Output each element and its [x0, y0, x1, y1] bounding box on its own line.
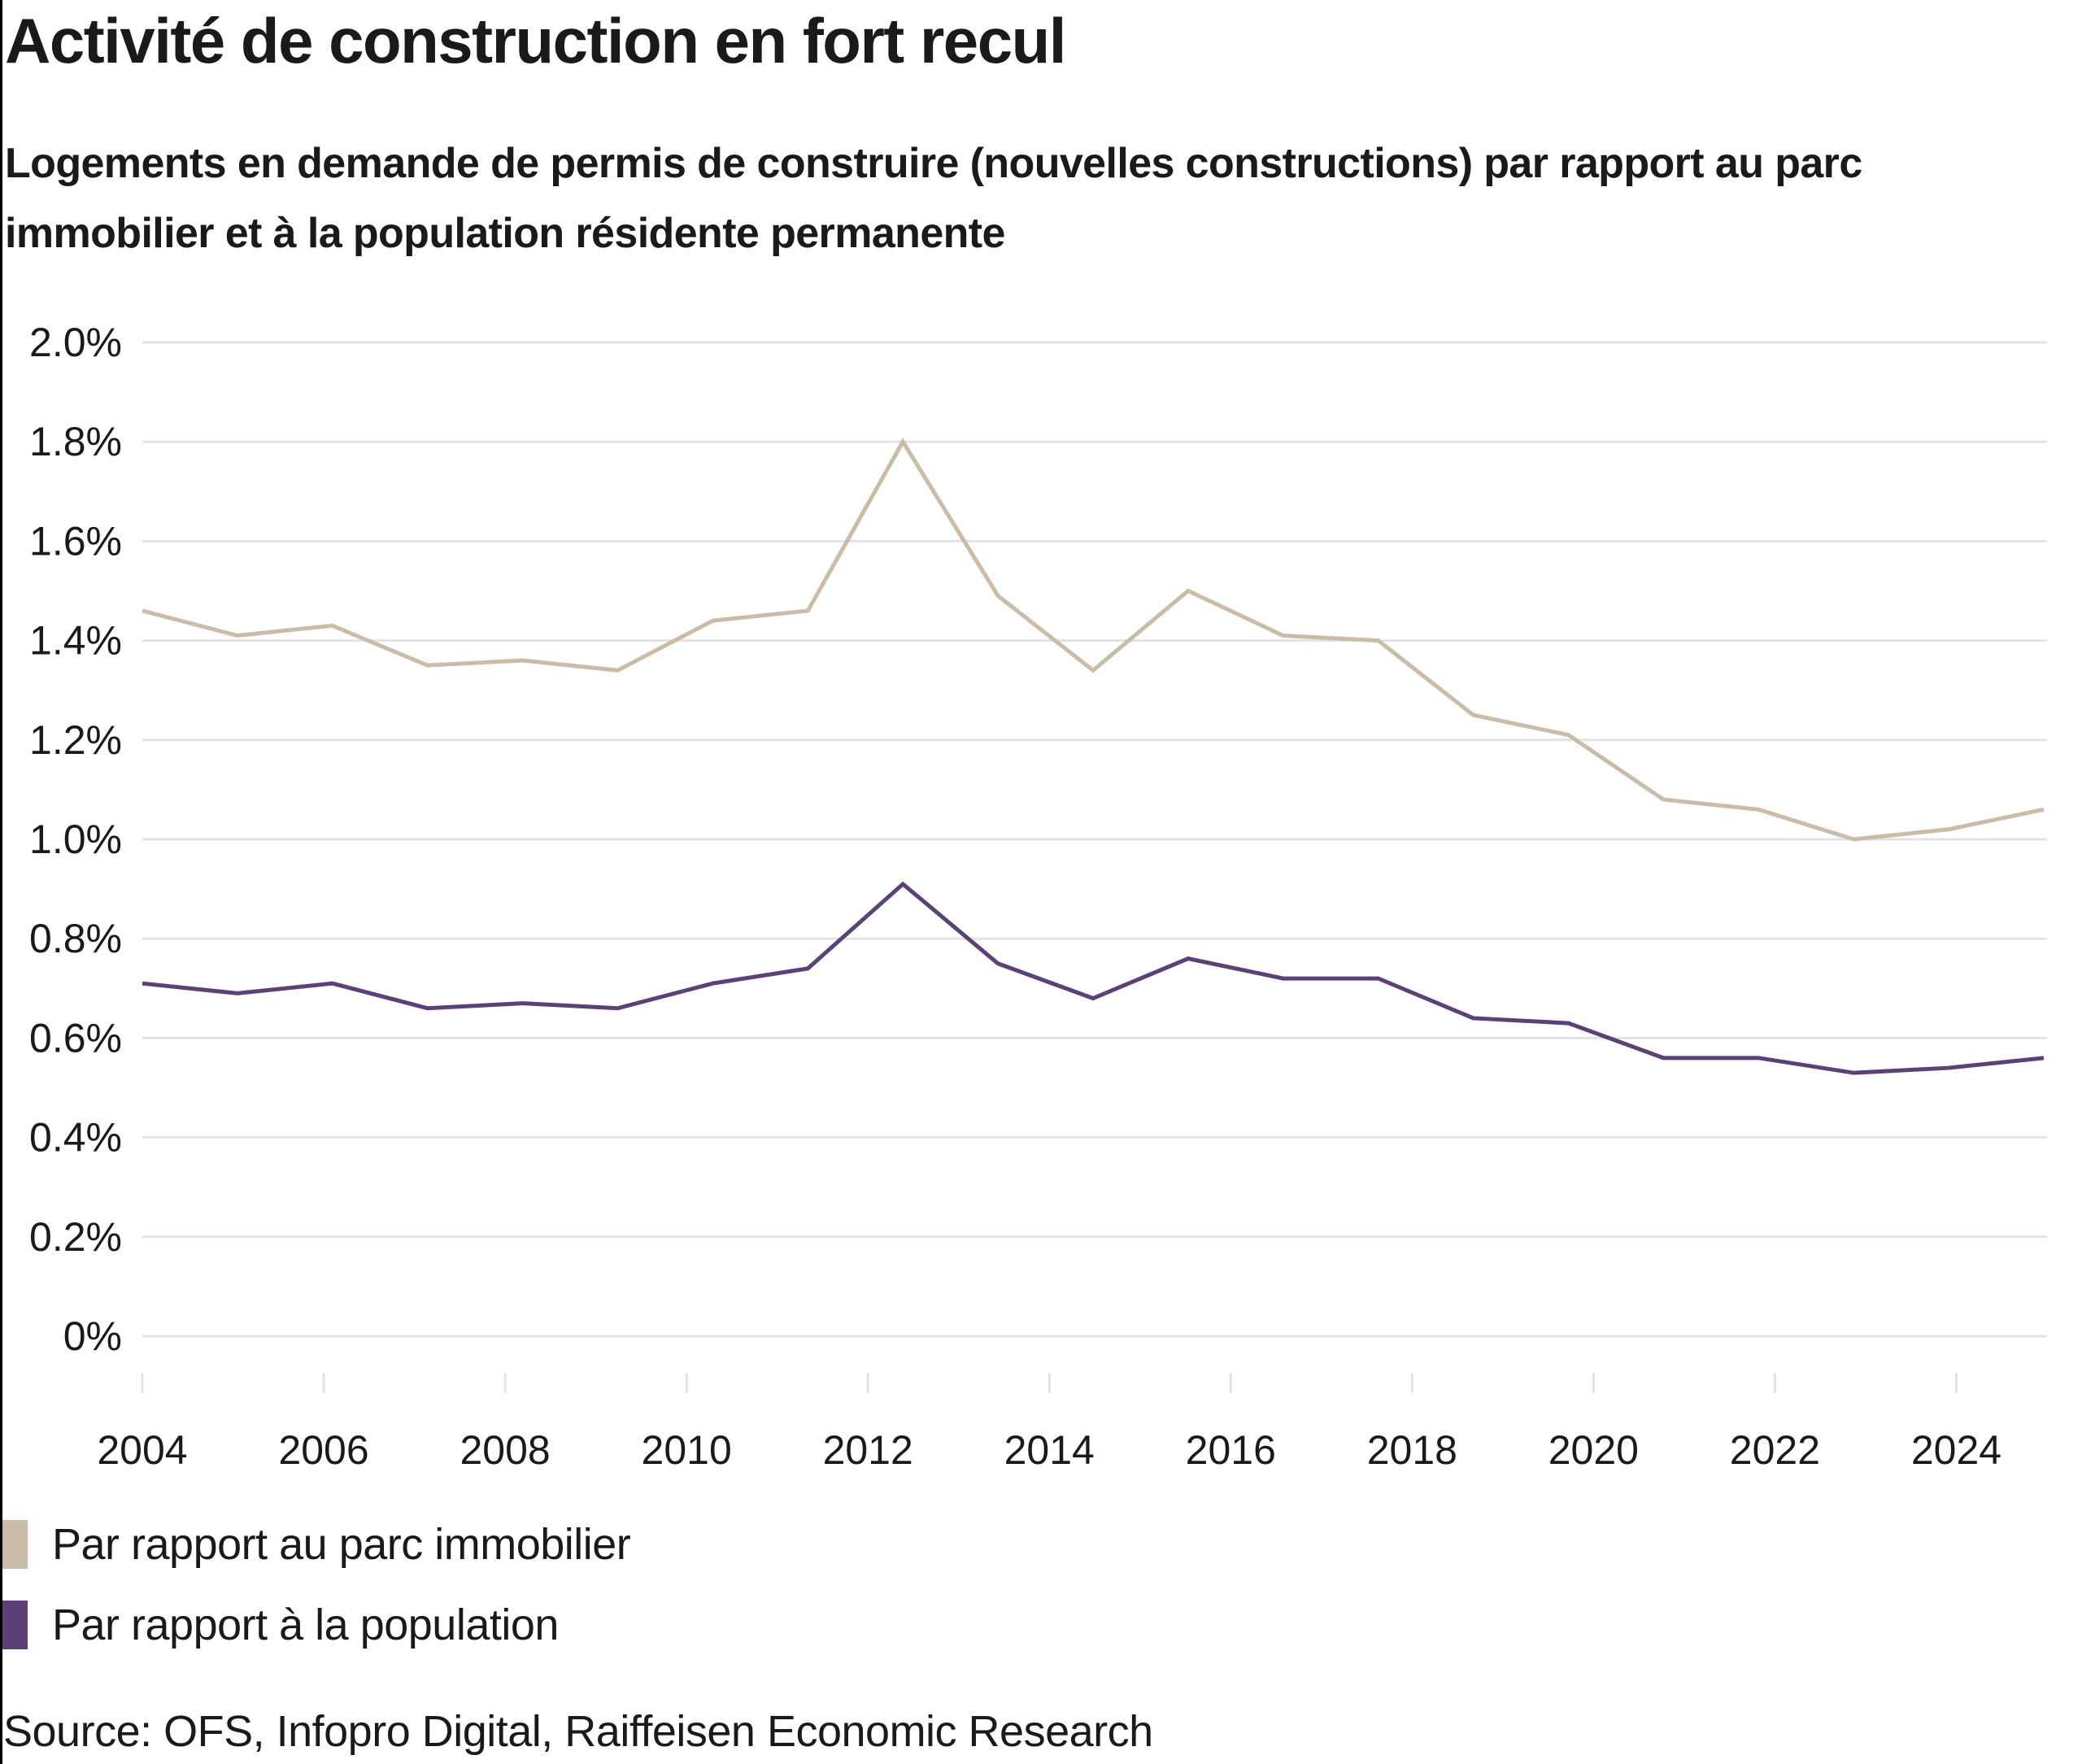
x-axis: 2004 2006 2008 2010 2012 2014 2016 2018 2020 2022… [97, 1373, 2001, 1473]
y-tick-label: 0% [63, 1313, 122, 1359]
legend-item-population: Par rapport à la population [0, 1600, 559, 1650]
x-tick-label: 2024 [1911, 1427, 2001, 1473]
y-tick-label: 2.0% [29, 320, 122, 365]
x-tick-label: 2020 [1548, 1427, 1639, 1473]
legend-label-parc-immobilier: Par rapport au parc immobilier [52, 1520, 631, 1569]
y-tick-label: 0.2% [29, 1214, 122, 1260]
x-tick-label: 2014 [1004, 1427, 1095, 1473]
legend-item-parc-immobilier: Par rapport au parc immobilier [0, 1519, 631, 1570]
chart-title: Activité de construction en fort recul [5, 5, 1066, 76]
x-tick-label: 2010 [642, 1427, 732, 1473]
y-tick-label: 0.6% [29, 1015, 122, 1061]
series-line-1 [142, 881, 2045, 1075]
x-tick-label: 2018 [1367, 1427, 1457, 1473]
y-tick-label: 1.0% [29, 817, 122, 862]
line-chart: 0% 0.2% 0.4% 0.6% 0.8% 1.0% 1.2% 1.4% 1.6% 1.8% 2.… [29, 320, 2047, 1473]
y-tick-label: 0.4% [29, 1115, 122, 1161]
y-tick-label: 0.8% [29, 916, 122, 961]
source-note: Source: OFS, Infopro Digital, Raiffeisen… [3, 1707, 1153, 1756]
y-tick-label: 1.2% [29, 717, 122, 763]
legend-swatch-parc-immobilier [2, 1520, 28, 1569]
gridlines [142, 341, 2047, 1338]
y-axis: 0% 0.2% 0.4% 0.6% 0.8% 1.0% 1.2% 1.4% 1.6% 1.8% 2.… [29, 320, 122, 1359]
x-tick-label: 2008 [460, 1427, 550, 1473]
series-lines [142, 438, 2045, 1075]
x-tick-label: 2012 [823, 1427, 913, 1473]
left-border-rule [0, 0, 2, 1764]
legend-label-population: Par rapport à la population [52, 1601, 559, 1649]
chart-subtitle: Logements en demande de permis de constr… [5, 140, 1862, 257]
y-tick-label: 1.8% [29, 419, 122, 464]
y-tick-label: 1.4% [29, 618, 122, 664]
x-tick-label: 2022 [1730, 1427, 1820, 1473]
legend-swatch-population [2, 1601, 28, 1649]
x-tick-label: 2006 [278, 1427, 368, 1473]
y-tick-label: 1.6% [29, 518, 122, 564]
x-tick-label: 2016 [1186, 1427, 1276, 1473]
x-tick-label: 2004 [97, 1427, 187, 1473]
